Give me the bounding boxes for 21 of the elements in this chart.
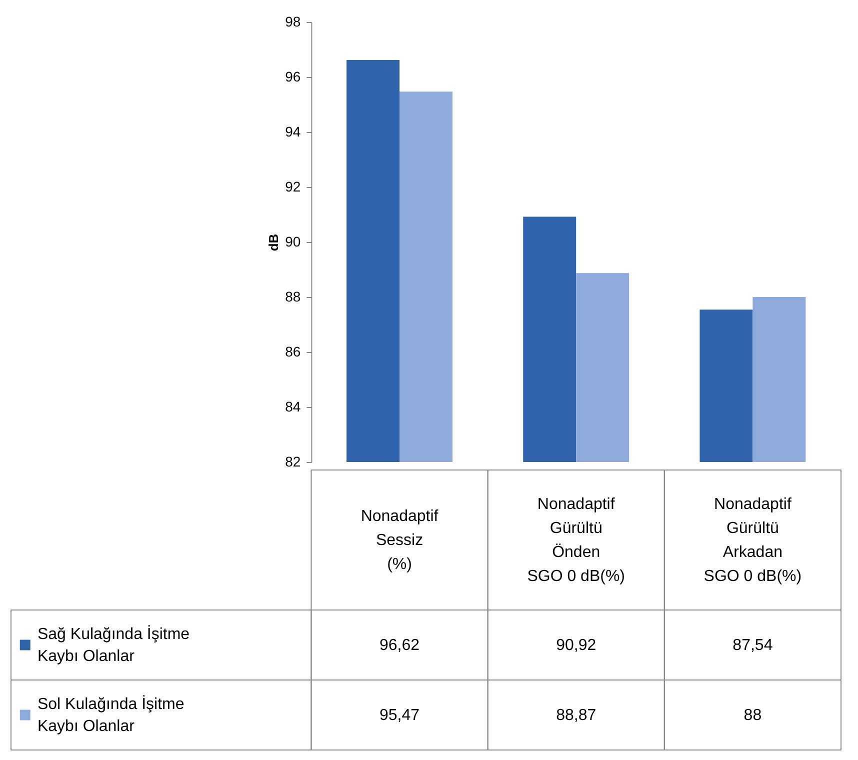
x-tick-label: Nonadaptif Sessiz (%) xyxy=(360,508,439,573)
data-label: 96,62 xyxy=(379,637,420,654)
y-axis-title: dB xyxy=(266,234,282,252)
y-tick-label: 90 xyxy=(285,234,301,250)
legend-label: Sol Kulağında İşitme Kaybı Olanlar xyxy=(37,695,184,735)
data-label: 90,92 xyxy=(556,637,596,654)
data-label: 95,47 xyxy=(379,707,420,724)
y-tick-label: 88 xyxy=(285,288,301,304)
y-tick-label: 84 xyxy=(285,398,301,414)
y-tick-label: 86 xyxy=(285,344,301,360)
y-tick-label: 82 xyxy=(285,454,301,470)
y-tick-label: 92 xyxy=(285,178,301,194)
data-label: 88 xyxy=(744,707,762,724)
x-tick-label: Nonadaptif Gürültü Arkadan SGO 0 dB(%) xyxy=(704,496,802,585)
x-tick-label: Nonadaptif Gürültü Önden SGO 0 dB(%) xyxy=(527,496,626,585)
data-label: 88,87 xyxy=(556,707,596,724)
y-tick-label: 96 xyxy=(285,68,301,84)
y-tick-label: 94 xyxy=(285,124,301,140)
legend-label: Sağ Kulağında İşitme Kaybı Olanlar xyxy=(37,625,190,665)
data-label: 87,54 xyxy=(732,637,773,654)
y-tick-label: 98 xyxy=(285,14,301,30)
